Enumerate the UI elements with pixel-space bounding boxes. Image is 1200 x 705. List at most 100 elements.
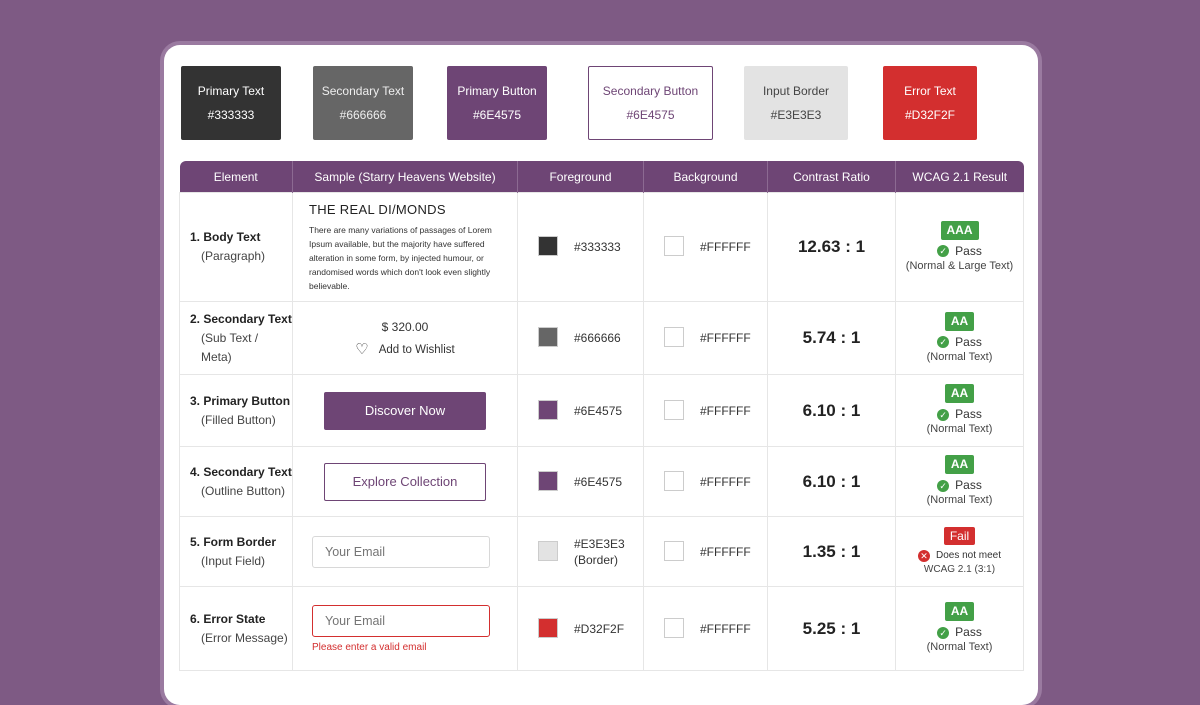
background-hex: #FFFFFF bbox=[700, 240, 751, 254]
element-cell: 5. Form Border (Input Field) bbox=[179, 516, 293, 587]
element-cell: 3. Primary Button (Filled Button) bbox=[179, 374, 293, 447]
check-icon: ✓ bbox=[937, 626, 950, 639]
element-sub: (Filled Button) bbox=[201, 412, 276, 427]
result-note: (Normal Text) bbox=[926, 641, 993, 653]
color-swatches: Primary Text #333333 Secondary Text #666… bbox=[181, 66, 981, 142]
header-wcag-result: WCAG 2.1 Result bbox=[895, 161, 1024, 193]
result-note: (Normal Text) bbox=[926, 494, 993, 506]
swatch-label: Primary Button bbox=[457, 84, 537, 98]
status-line: ✕ Does not meet bbox=[896, 549, 1023, 563]
header-contrast-ratio: Contrast Ratio bbox=[767, 161, 896, 193]
sample-cell bbox=[292, 516, 518, 587]
swatch-error-text: Error Text #D32F2F bbox=[883, 66, 977, 140]
background-chip bbox=[664, 327, 684, 347]
element-sub: (Error Message) bbox=[201, 630, 288, 645]
foreground-chip bbox=[538, 399, 558, 420]
element-sub: (Sub Text / Meta) bbox=[201, 330, 259, 364]
background-cell: #FFFFFF bbox=[643, 192, 768, 302]
table-row: 2. Secondary Text (Sub Text / Meta) $ 32… bbox=[179, 301, 1024, 375]
result-note: (Normal & Large Text) bbox=[905, 259, 1014, 272]
wcag-result: AA ✓ Pass (Normal Text) bbox=[895, 374, 1024, 447]
contrast-ratio: 1.35 : 1 bbox=[767, 516, 896, 587]
background-hex: #FFFFFF bbox=[700, 403, 751, 418]
foreground-hex-value: #E3E3E3 bbox=[574, 536, 625, 551]
table-header-row: Element Sample (Starry Heavens Website) … bbox=[179, 161, 1024, 193]
element-name: 4. Secondary Text bbox=[190, 464, 292, 479]
result-note: (Normal Text) bbox=[926, 423, 993, 435]
contrast-ratio: 5.74 : 1 bbox=[767, 301, 896, 375]
add-to-wishlist-link[interactable]: ♡ Add to Wishlist bbox=[293, 342, 517, 357]
error-message: Please enter a valid email bbox=[312, 641, 427, 653]
swatch-label: Input Border bbox=[762, 84, 830, 98]
explore-collection-button[interactable]: Explore Collection bbox=[324, 462, 486, 501]
email-input[interactable] bbox=[312, 535, 490, 568]
foreground-chip bbox=[538, 327, 558, 347]
background-hex: #FFFFFF bbox=[700, 474, 751, 489]
sample-title: THE REAL DI/MONDS bbox=[309, 201, 446, 217]
element-cell: 1. Body Text (Paragraph) bbox=[179, 192, 293, 302]
cross-icon: ✕ bbox=[917, 549, 930, 562]
background-cell: #FFFFFF bbox=[643, 586, 768, 671]
element-sub: (Input Field) bbox=[201, 553, 266, 568]
contrast-ratio: 6.10 : 1 bbox=[767, 446, 896, 517]
background-chip bbox=[664, 617, 684, 638]
contrast-table: Element Sample (Starry Heavens Website) … bbox=[179, 161, 1024, 671]
level-badge: AAA bbox=[940, 220, 979, 240]
contrast-ratio: 6.10 : 1 bbox=[767, 374, 896, 447]
swatch-hex: #333333 bbox=[207, 108, 255, 122]
foreground-hex: #333333 bbox=[574, 240, 621, 254]
sample-paragraph: There are many variations of passages of… bbox=[309, 224, 492, 291]
sample-body-text: THE REAL DI/MONDS There are many variati… bbox=[293, 202, 517, 293]
element-cell: 4. Secondary Text (Outline Button) bbox=[179, 446, 293, 517]
background-chip bbox=[664, 236, 684, 256]
swatch-label: Error Text bbox=[904, 84, 956, 98]
status-line: ✓ Pass bbox=[896, 335, 1023, 350]
status-text: Does not meet bbox=[935, 549, 1002, 561]
status-text: Pass bbox=[955, 243, 982, 258]
swatch-hex: #6E4575 bbox=[626, 108, 675, 122]
foreground-cell: #E3E3E3 (Border) bbox=[517, 516, 644, 587]
check-icon: ✓ bbox=[937, 336, 950, 348]
header-element: Element bbox=[179, 161, 293, 193]
foreground-cell: #D32F2F bbox=[517, 586, 644, 671]
wcag-result: AA ✓ Pass (Normal Text) bbox=[895, 446, 1024, 517]
check-icon: ✓ bbox=[937, 408, 950, 421]
wcag-result: AA ✓ Pass (Normal Text) bbox=[895, 586, 1024, 671]
element-name: 1. Body Text bbox=[190, 230, 261, 244]
sample-cell: Please enter a valid email bbox=[292, 586, 518, 671]
header-foreground: Foreground bbox=[517, 161, 644, 193]
background-cell: #FFFFFF bbox=[643, 516, 768, 587]
table-row: 3. Primary Button (Filled Button) Discov… bbox=[179, 374, 1024, 447]
wcag-result: AAA ✓ Pass (Normal & Large Text) bbox=[895, 192, 1024, 302]
foreground-chip bbox=[538, 540, 558, 561]
result-note: (Normal Text) bbox=[926, 350, 993, 363]
foreground-hex-note: (Border) bbox=[574, 552, 619, 567]
result-note: WCAG 2.1 (3:1) bbox=[923, 563, 996, 575]
background-cell: #FFFFFF bbox=[643, 301, 768, 375]
level-badge: AA bbox=[944, 455, 975, 474]
element-cell: 2. Secondary Text (Sub Text / Meta) bbox=[179, 301, 293, 375]
background-cell: #FFFFFF bbox=[643, 446, 768, 517]
status-line: ✓ Pass bbox=[896, 478, 1023, 493]
level-badge: AA bbox=[944, 384, 975, 403]
status-text: Pass bbox=[955, 625, 982, 639]
swatch-hex: #D32F2F bbox=[904, 108, 956, 122]
swatch-secondary-text: Secondary Text #666666 bbox=[313, 66, 413, 140]
wcag-result: AA ✓ Pass (Normal Text) bbox=[895, 301, 1024, 375]
background-chip bbox=[664, 540, 684, 561]
swatch-secondary-button: Secondary Button #6E4575 bbox=[588, 66, 713, 140]
discover-now-button[interactable]: Discover Now bbox=[324, 391, 486, 430]
element-name: 6. Error State bbox=[190, 611, 266, 626]
background-chip bbox=[664, 399, 684, 420]
status-line: ✓ Pass bbox=[896, 407, 1023, 422]
status-line: ✓ Pass bbox=[896, 625, 1023, 640]
level-badge: Fail bbox=[943, 526, 976, 545]
level-badge: AA bbox=[944, 602, 975, 621]
foreground-hex: #D32F2F bbox=[574, 621, 625, 636]
sample-cell: Explore Collection bbox=[292, 446, 518, 517]
email-input-error[interactable] bbox=[312, 604, 490, 637]
foreground-cell: #6E4575 bbox=[517, 374, 644, 447]
table-row: 4. Secondary Text (Outline Button) Explo… bbox=[179, 446, 1024, 517]
table-row: 5. Form Border (Input Field) #E3E3E3 (Bo… bbox=[179, 516, 1024, 587]
foreground-chip bbox=[538, 617, 558, 638]
